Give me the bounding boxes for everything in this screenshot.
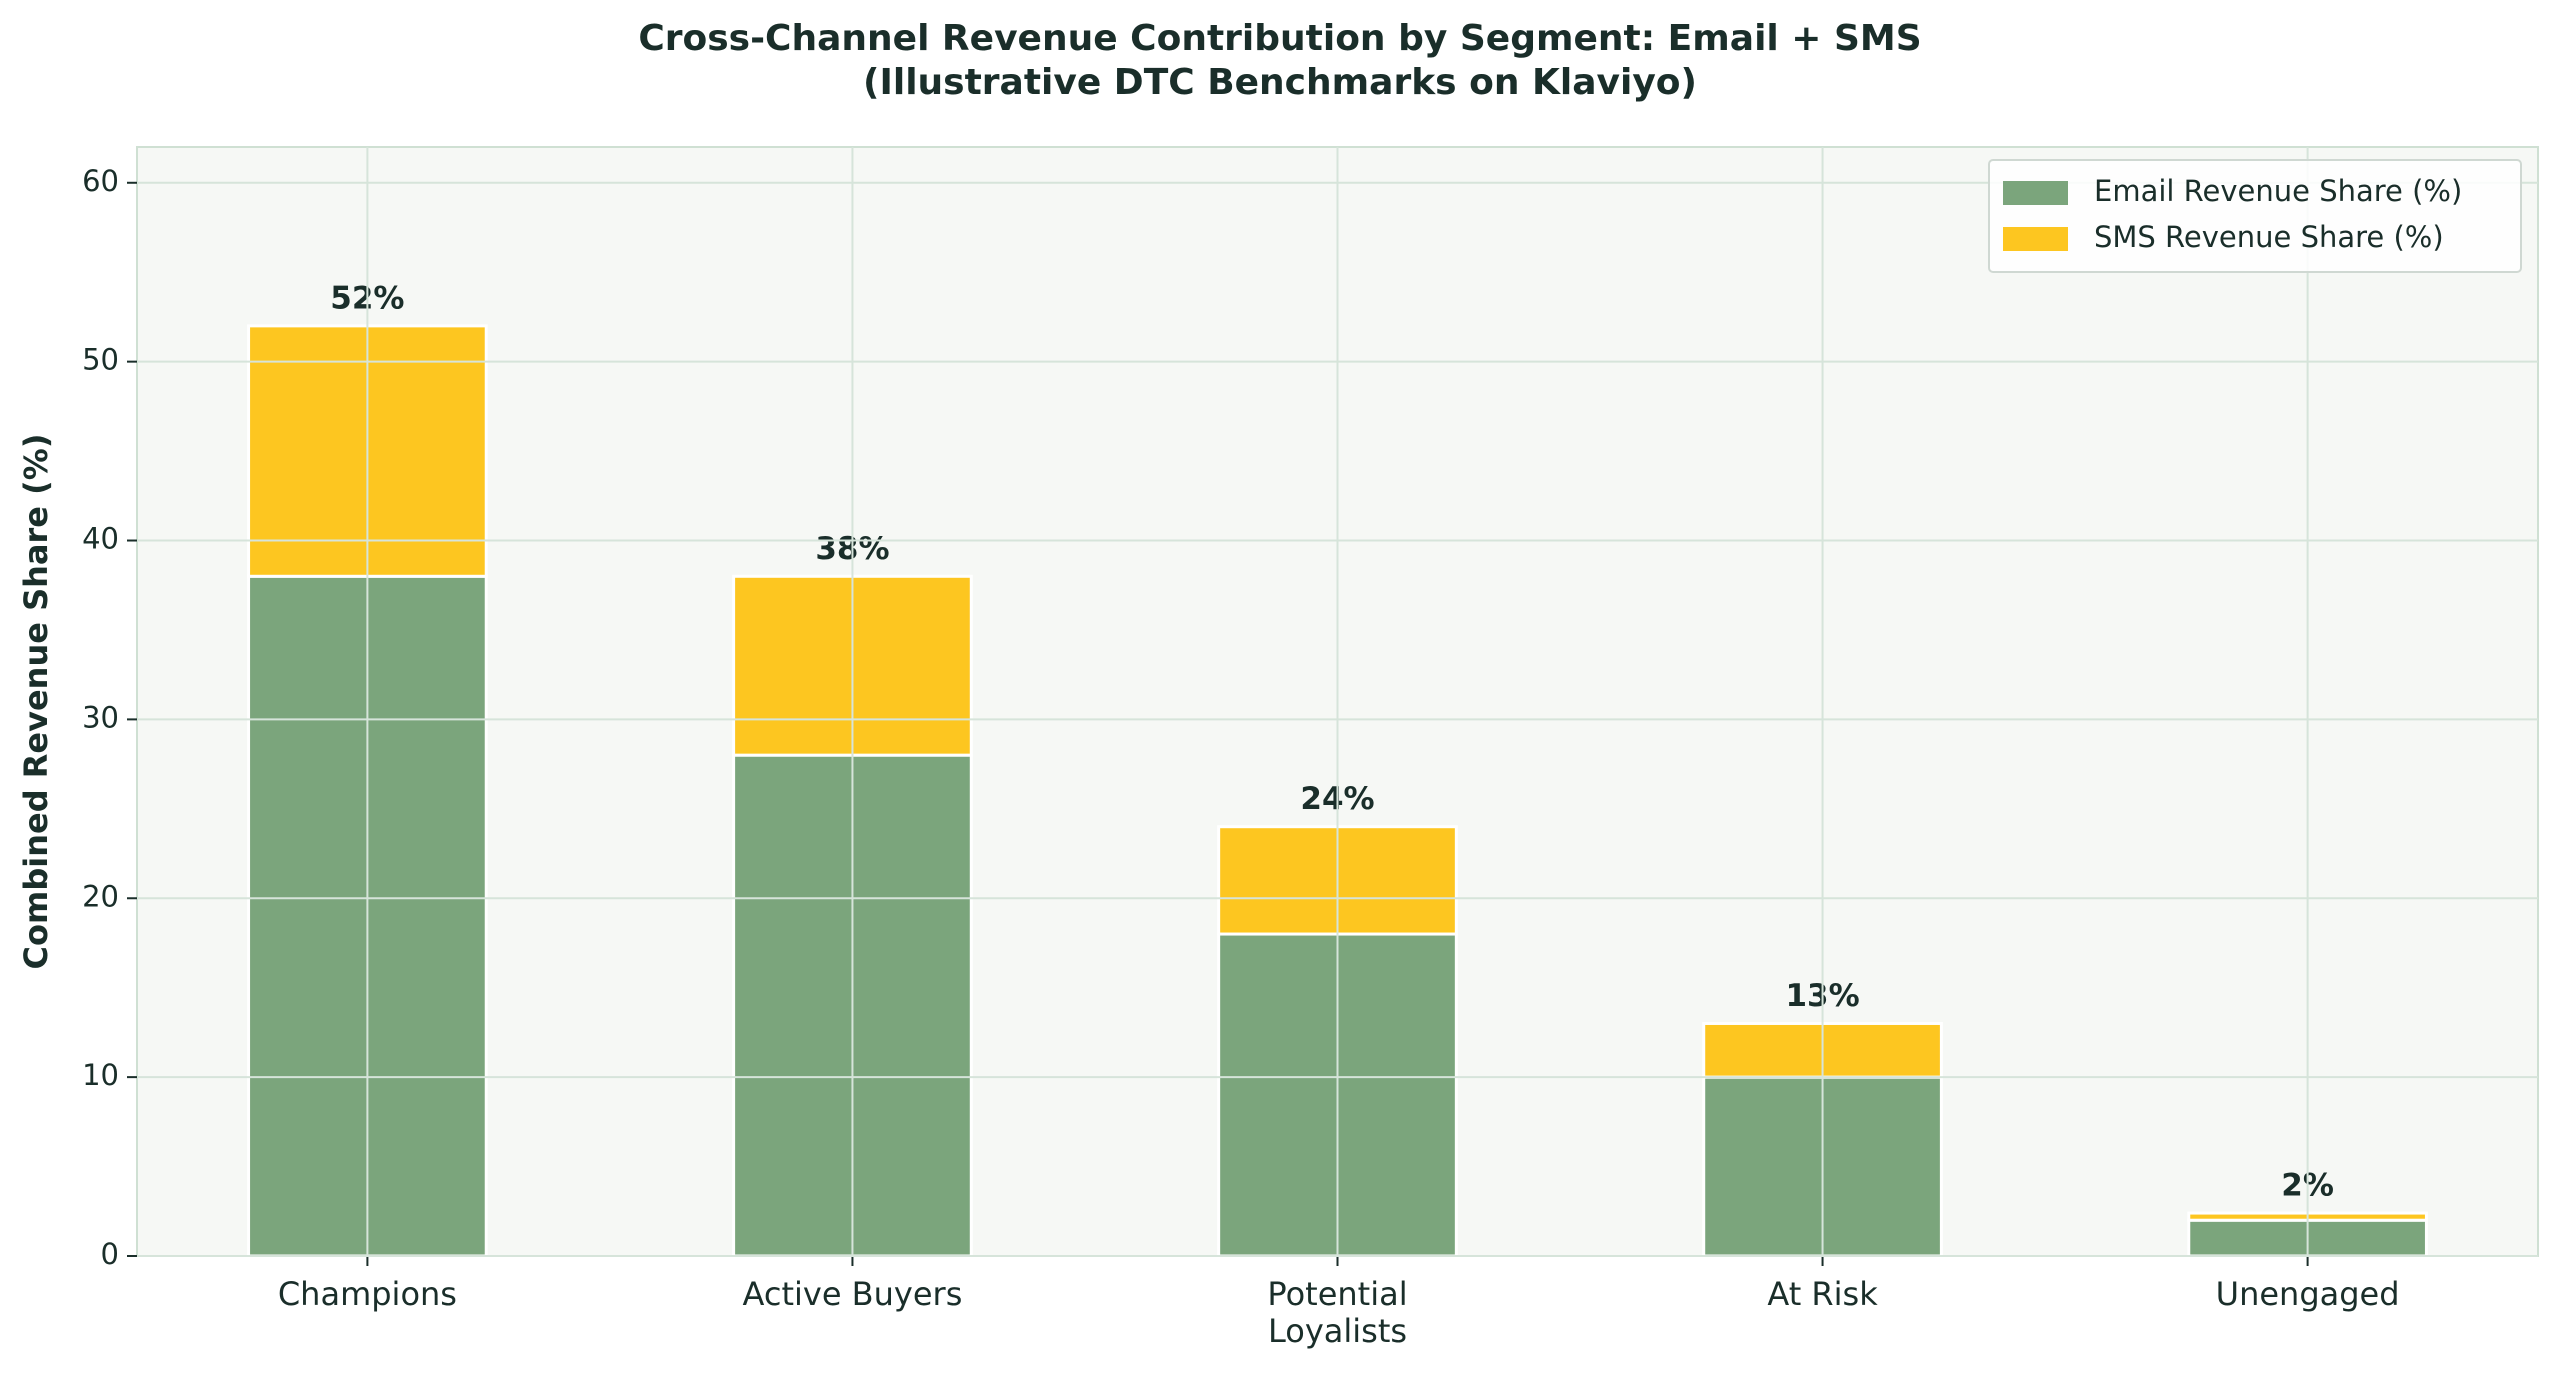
x-tick-label: Active Buyers xyxy=(743,1275,963,1313)
y-tick-label: 10 xyxy=(82,1058,119,1092)
legend-label: Email Revenue Share (%) xyxy=(2094,174,2462,208)
y-tick-label: 40 xyxy=(82,522,119,556)
legend-swatch xyxy=(2003,227,2068,251)
legend-label: SMS Revenue Share (%) xyxy=(2094,220,2444,254)
y-tick-label: 30 xyxy=(82,700,119,734)
chart-title: Cross-Channel Revenue Contribution by Se… xyxy=(638,18,1921,103)
legend-swatch xyxy=(2003,181,2068,205)
x-tick-label: At Risk xyxy=(1767,1275,1878,1313)
y-tick-label: 0 xyxy=(101,1237,119,1271)
y-tick-label: 50 xyxy=(82,343,119,377)
y-axis-label: Combined Revenue Share (%) xyxy=(17,434,55,970)
y-tick-label: 60 xyxy=(82,164,119,198)
x-tick-label: Potential Loyalists xyxy=(1267,1275,1407,1350)
legend-box xyxy=(1988,159,2522,273)
x-tick-label: Unengaged xyxy=(2216,1275,2400,1313)
y-tick-label: 20 xyxy=(82,879,119,913)
x-tick-label: Champions xyxy=(278,1275,457,1313)
